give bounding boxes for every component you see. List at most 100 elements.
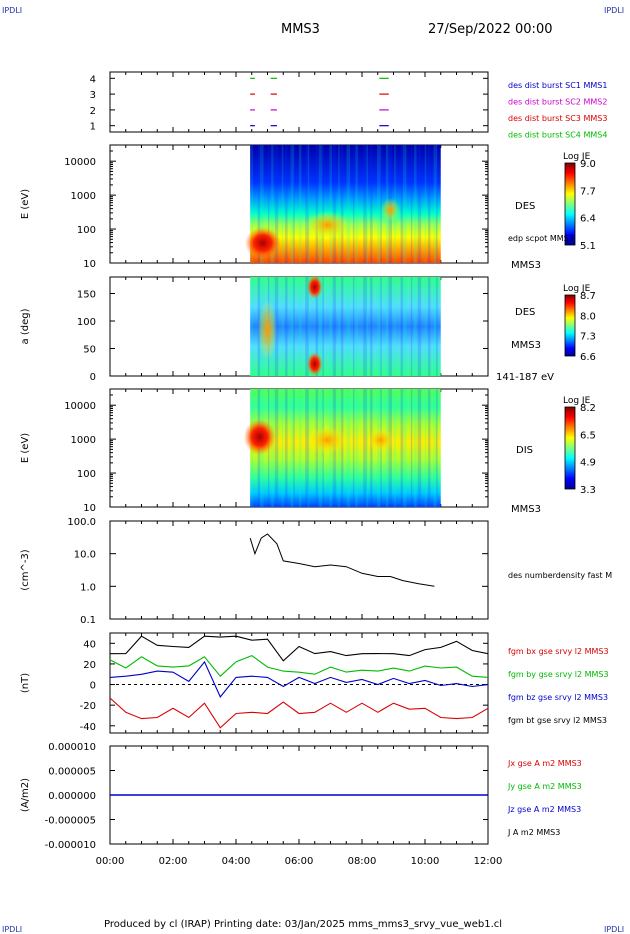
spectrogram-streak — [340, 145, 344, 263]
panel-3-y-tick-label: 50 — [83, 345, 96, 356]
spectrogram-streak — [285, 145, 288, 263]
panel-1-legend-4: des dist burst SC4 MMS4 — [508, 131, 607, 140]
spectrogram-streak — [329, 145, 332, 263]
panel-6-y-tick-label: 0 — [90, 681, 96, 692]
x-tick-label: 08:00 — [348, 856, 377, 867]
panel-4-side-label-instrument: DIS — [516, 445, 533, 456]
spectrogram-streak — [355, 389, 358, 507]
spectrogram-feature — [257, 300, 278, 360]
panel-3-y-tick-label: 0 — [90, 372, 96, 383]
spectrogram-streak — [293, 389, 295, 507]
panel-6-y-tick-label: -40 — [80, 722, 96, 733]
spectrogram-streak — [363, 389, 367, 507]
spectrogram-streak — [380, 145, 382, 263]
spectrogram-streak — [251, 277, 253, 376]
panel-4-y-tick-label: 10 — [83, 503, 96, 514]
panel-5-y-tick-label: 0.1 — [80, 615, 96, 626]
panel-7-y-tick-label: 0.000000 — [48, 791, 96, 802]
x-tick-label: 06:00 — [285, 856, 314, 867]
panel-2-colorbar — [564, 162, 576, 246]
spectrogram-streak — [414, 277, 417, 376]
panel-2-colorbar-tick: 5.1 — [580, 241, 596, 252]
spectrogram-streak — [427, 389, 431, 507]
spectrogram-feature — [244, 227, 281, 259]
spectrogram-streak — [433, 145, 438, 263]
panel-1-legend-2: des dist burst SC2 MMS2 — [508, 98, 607, 107]
spectrogram-streak — [424, 277, 427, 376]
spectrogram-feature — [366, 428, 395, 452]
panel-4-side-label-sc: MMS3 — [511, 504, 541, 515]
spectrogram-streak — [424, 145, 427, 263]
spectrogram-streak — [352, 277, 355, 376]
x-tick-label: 02:00 — [159, 856, 188, 867]
panel-4-colorbar — [564, 406, 576, 490]
panel-3-colorbar-tick: 6.6 — [580, 352, 596, 363]
spectrogram-streak — [305, 389, 309, 507]
panel-7-y-label: (A/m2) — [20, 778, 31, 812]
panel-2-colorbar-title: Log JE — [563, 152, 591, 162]
footer-text: Produced by cl (IRAP) Printing date: 03/… — [104, 919, 503, 930]
spectrogram-feature — [306, 275, 323, 299]
spectrogram-streak — [271, 145, 274, 263]
spectrogram-streak — [257, 145, 261, 263]
panel-5-legend: des numberdensity fast M — [508, 571, 612, 580]
panel-1-legend-3: des dist burst SC3 MMS3 — [508, 114, 607, 123]
spectrogram-streak — [346, 389, 351, 507]
panel-6-legend-2: fgm by gse srvy l2 MMS3 — [508, 670, 609, 679]
panel-1-y-tick-label: 4 — [90, 74, 96, 85]
spectrogram-streak — [332, 277, 337, 376]
spectrogram-streak — [400, 389, 404, 507]
spectrogram-streak — [355, 145, 358, 263]
density-line — [249, 533, 435, 587]
spectrogram-streak — [370, 277, 373, 376]
spectrogram-streak — [281, 145, 284, 263]
header-date-time: 27/Sep/2022 00:00 — [428, 22, 553, 37]
panel-2-colorbar-tick: 7.7 — [580, 186, 596, 197]
spectrogram-streak — [260, 145, 264, 263]
spectrogram-streak — [338, 277, 340, 376]
panel-5-frame — [109, 520, 489, 620]
spectrogram-streak — [274, 389, 279, 507]
panel-7-y-tick-label: -0.000005 — [45, 816, 96, 827]
spectrogram-streak — [370, 145, 373, 263]
header-spacecraft: MMS3 — [281, 22, 320, 37]
spectrogram-streak — [388, 277, 393, 376]
spectrogram-streak — [385, 277, 389, 376]
spectrogram-streak — [417, 389, 422, 507]
spectrogram-streak — [400, 145, 404, 263]
spectrogram-streak — [318, 277, 323, 376]
spectrogram-streak — [352, 389, 355, 507]
spectrogram-streak — [307, 277, 310, 376]
panel-7-legend-2: Jy gse A m2 MMS3 — [507, 782, 582, 791]
panel-5-y-tick-label: 100.0 — [67, 517, 96, 528]
panel-4-spectrogram — [250, 389, 441, 507]
panel-4-y-tick-label: 100 — [77, 469, 96, 480]
spectrogram-streak — [363, 277, 367, 376]
panel-5-y-label: (cm^-3) — [20, 549, 31, 590]
spectrogram-streak — [281, 277, 284, 376]
spectrogram-streak — [298, 389, 302, 507]
spectrogram-streak — [436, 389, 438, 507]
spectrogram-streak — [338, 145, 340, 263]
panel-3-colorbar-tick: 8.0 — [580, 311, 596, 322]
spectrogram-streak — [380, 277, 382, 376]
panel-6-legend-1: fgm bx gse srvy l2 MMS3 — [508, 647, 609, 656]
spectrogram-streak — [436, 277, 438, 376]
x-tick-label: 12:00 — [474, 856, 503, 867]
spectrogram-streak — [305, 145, 309, 263]
panel-3-side-label-sc: MMS3 — [511, 340, 541, 351]
spectrogram-streak — [307, 389, 310, 507]
spectrogram-streak — [377, 145, 381, 263]
spectrogram-streak — [293, 145, 295, 263]
panel-6-y-tick-label: 20 — [83, 660, 96, 671]
spectrogram-feature — [306, 352, 323, 376]
spectrogram-streak — [366, 389, 368, 507]
field-line-by — [109, 654, 489, 678]
panel-7-y-tick-label: 0.000005 — [48, 767, 96, 778]
panel-7-legend-1: Jx gse A m2 MMS3 — [507, 759, 582, 768]
spectrogram-feature — [380, 198, 401, 222]
panel-3-spectrogram — [250, 277, 441, 376]
panel-3-y-label: a (deg) — [20, 308, 31, 344]
panel-7-y-tick-label: 0.000010 — [48, 742, 96, 753]
